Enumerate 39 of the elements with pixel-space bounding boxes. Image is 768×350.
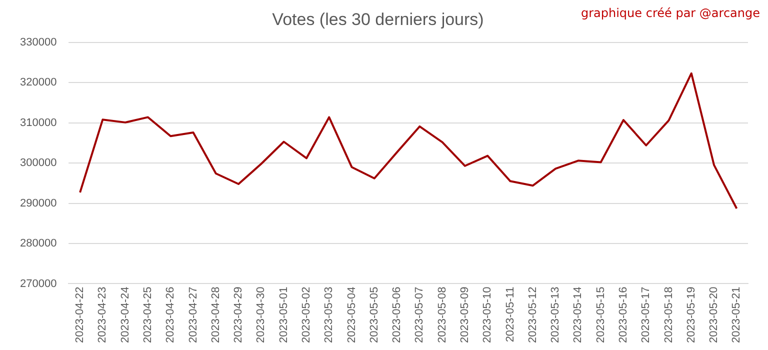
- x-tick-label: 2023-04-25: [142, 286, 154, 344]
- x-tick-label: 2023-05-20: [708, 286, 720, 344]
- x-tick-label: 2023-05-16: [617, 286, 630, 344]
- x-tick-label: 2023-04-22: [74, 286, 86, 344]
- x-tick-label: 2023-05-13: [550, 286, 562, 344]
- x-tick-label: 2023-05-03: [323, 286, 336, 344]
- y-tick-label: 270000: [20, 278, 57, 290]
- x-tick-label: 2023-05-11: [504, 286, 516, 342]
- x-tick-label: 2023-04-24: [119, 286, 132, 344]
- x-tick-label: 2023-05-21: [730, 286, 743, 344]
- x-tick-label: 2023-05-17: [640, 286, 652, 344]
- x-tick-label: 2023-04-27: [187, 286, 200, 344]
- chart-title: Votes (les 30 derniers jours): [272, 10, 484, 29]
- x-tick-label: 2023-05-19: [685, 286, 698, 344]
- y-tick-label: 330000: [20, 36, 57, 48]
- x-tick-label: 2023-05-01: [278, 286, 290, 344]
- x-tick-label: 2023-05-18: [662, 286, 675, 344]
- x-tick-label: 2023-05-08: [436, 286, 448, 344]
- text: graphique créé par @arcange: [580, 6, 760, 20]
- x-tick-label: 2023-04-30: [255, 286, 268, 344]
- x-tick-label: 2023-05-05: [368, 286, 380, 344]
- x-tick-label: 2023-05-12: [526, 286, 539, 344]
- y-tick-label: 290000: [20, 197, 57, 210]
- x-tick-label: 2023-04-23: [96, 286, 109, 344]
- y-tick-label: 300000: [20, 157, 57, 170]
- x-tick-label: 2023-05-02: [300, 286, 312, 344]
- x-tick-label: 2023-05-04: [346, 286, 358, 344]
- x-tick-label: 2023-05-14: [572, 286, 584, 344]
- x-tick-label: 2023-05-10: [482, 286, 494, 344]
- x-tick-label: 2023-04-26: [164, 286, 177, 344]
- x-tick-label: 2023-05-07: [414, 286, 426, 344]
- y-tick-label: 310000: [20, 116, 57, 129]
- x-tick-label: 2023-04-28: [210, 286, 222, 344]
- y-tick-label: 320000: [20, 76, 57, 89]
- x-tick-label: 2023-04-29: [232, 286, 245, 344]
- x-tick-label: 2023-05-09: [458, 286, 471, 344]
- y-tick-label: 280000: [20, 238, 57, 250]
- x-tick-label: 2023-05-15: [594, 286, 607, 344]
- x-tick-label: 2023-05-06: [391, 286, 404, 344]
